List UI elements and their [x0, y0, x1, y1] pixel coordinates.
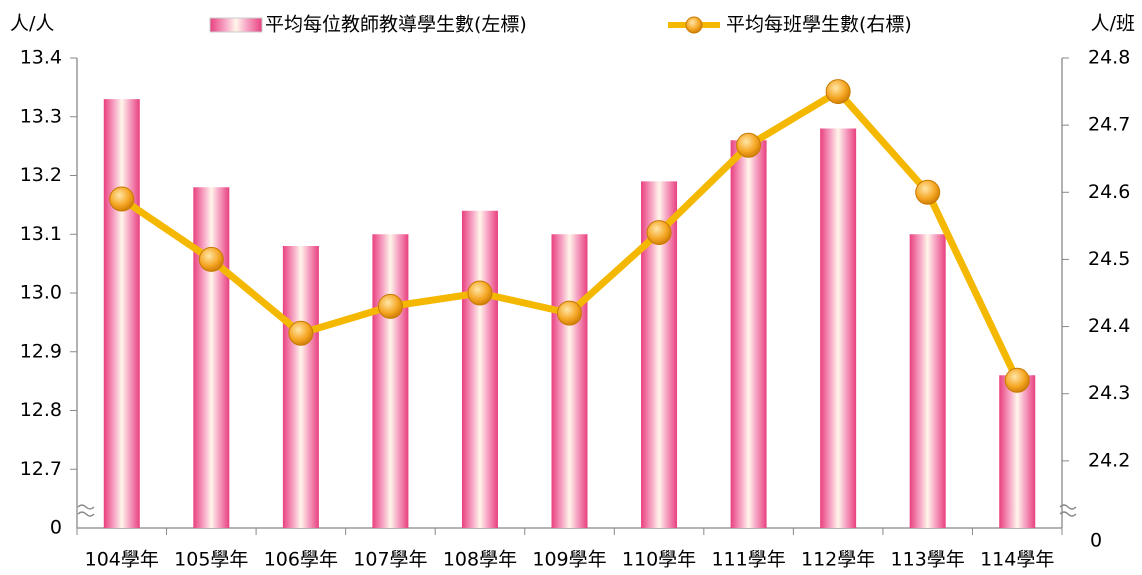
legend-label: 平均每位教師教導學生數(左標): [265, 14, 527, 36]
y2-tick-label: 24.5: [1088, 248, 1130, 270]
bar: [282, 246, 319, 528]
bar: [461, 210, 498, 528]
line-marker: [1004, 367, 1030, 393]
bar: [909, 234, 946, 528]
bar: [372, 234, 409, 528]
y2-tick-label: 24.2: [1088, 449, 1130, 471]
bar: [730, 140, 767, 528]
line-marker: [198, 246, 224, 272]
y-tick-label: 13.1: [20, 223, 62, 245]
y-tick-label: 13.4: [20, 47, 62, 69]
y2-tick-label: 24.7: [1088, 114, 1130, 136]
line-marker: [288, 320, 314, 346]
x-tick-label: 105學年: [174, 549, 248, 571]
line-marker: [825, 79, 851, 105]
x-tick-label: 111學年: [711, 549, 785, 571]
bar: [103, 99, 140, 528]
y-tick-label: 13.0: [20, 282, 62, 304]
line-marker: [557, 300, 582, 326]
x-tick-label: 114學年: [980, 549, 1054, 571]
y2-break-label: 0: [1090, 530, 1102, 552]
x-tick-label: 112學年: [801, 549, 875, 571]
x-tick-label: 109學年: [532, 549, 606, 571]
y2-tick-label: 24.4: [1088, 315, 1130, 337]
bar: [820, 128, 857, 528]
y-tick-label: 13.2: [20, 164, 62, 186]
x-tick-label: 110學年: [622, 549, 696, 571]
line-marker: [646, 220, 672, 246]
x-tick-label: 108學年: [443, 549, 517, 571]
legend-label: 平均每班學生數(右標): [726, 14, 912, 36]
line-marker: [109, 186, 135, 212]
axis-break: [1059, 504, 1077, 517]
y-tick-label: 13.3: [20, 105, 62, 127]
line-marker: [915, 179, 941, 205]
y2-tick-label: 24.8: [1088, 47, 1130, 69]
bar: [999, 375, 1036, 528]
legend-swatch-marker: [685, 16, 703, 34]
y2-tick-label: 24.6: [1088, 181, 1130, 203]
y-axis-label: 人/人: [10, 13, 54, 35]
y-tick-label: 12.9: [20, 340, 62, 362]
x-tick-label: 113學年: [891, 549, 965, 571]
bar: [193, 187, 230, 528]
axis-break: [77, 504, 95, 517]
x-tick-label: 106學年: [264, 549, 338, 571]
bar: [551, 234, 588, 528]
x-tick-label: 104學年: [85, 549, 159, 571]
line-marker: [736, 132, 762, 158]
line-marker: [467, 280, 493, 306]
y-tick-label: 12.8: [20, 399, 62, 421]
x-tick-label: 107學年: [353, 549, 427, 571]
legend-swatch-bar: [209, 17, 263, 33]
y2-tick-label: 24.3: [1088, 382, 1130, 404]
y2-axis-label: 人/班: [1091, 13, 1135, 35]
y-break-label: 0: [50, 517, 62, 539]
y-tick-label: 12.7: [20, 458, 62, 480]
line-marker: [377, 293, 403, 319]
